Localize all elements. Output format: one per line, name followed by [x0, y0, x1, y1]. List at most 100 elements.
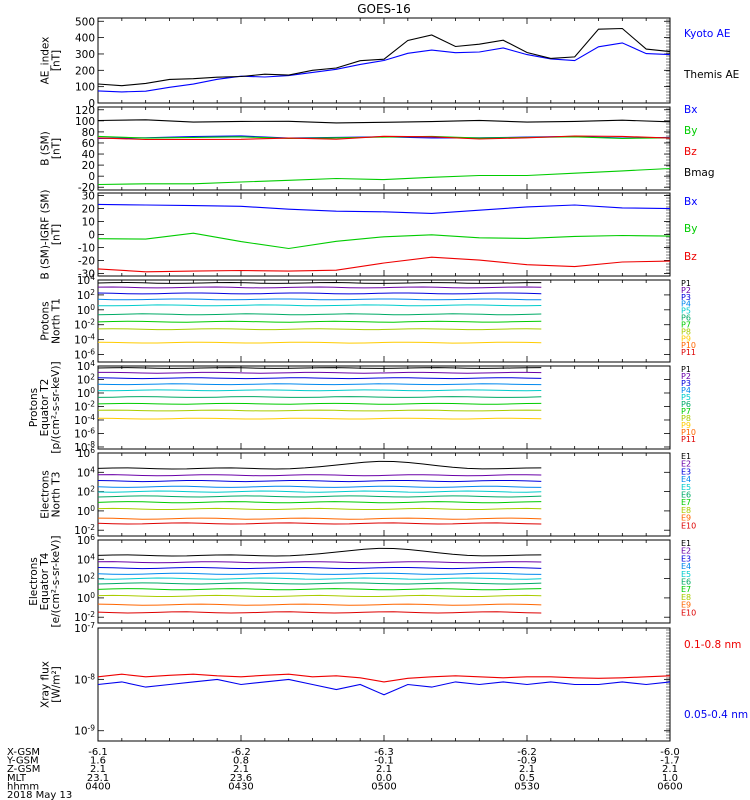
series-line-by: [97, 232, 671, 250]
panel-frame: [97, 279, 671, 363]
legend-entry: E2: [681, 460, 691, 469]
legend-entry: E1: [681, 539, 691, 548]
y-tick-label: 104: [77, 273, 95, 287]
series-line-themis-ae: [97, 27, 671, 87]
legend-entry: Bz: [684, 251, 697, 263]
channel-line-e3: [97, 480, 542, 483]
channel-line-p3: [97, 292, 542, 295]
channel-line-e4: [97, 485, 542, 488]
channel-line-e4: [97, 572, 542, 575]
y-tick-label: 0: [88, 98, 95, 110]
y-tick-label: -20: [78, 182, 95, 194]
footer-value: 0530: [514, 781, 539, 792]
footer-value: 0600: [657, 781, 682, 792]
legend-entry: P10: [681, 341, 696, 350]
y-tick-label: 10-9: [74, 724, 95, 738]
legend-entry: Bx: [684, 104, 697, 116]
y-tick-label: 10: [82, 217, 95, 229]
series-line-0-1-0-8-nm: [97, 673, 671, 683]
y-tick-label: 100: [77, 386, 95, 400]
footer-value: -6.2: [517, 747, 537, 758]
y-axis-label: B (SM)-IGRF (SM): [40, 189, 52, 279]
footer-value: -0.1: [374, 756, 394, 767]
legend-entry: E8: [681, 593, 691, 602]
channel-line-e10: [97, 522, 542, 525]
footer-value: 23.6: [230, 773, 252, 784]
y-tick-label: 120: [75, 105, 95, 117]
legend-entry: P5: [681, 393, 691, 402]
footer-value: -6.1: [88, 747, 108, 758]
y-tick-label: 102: [77, 572, 95, 586]
legend-entry: 0.1-0.8 nm: [684, 639, 741, 651]
legend-entry: E9: [681, 514, 691, 523]
footer-value: 0500: [371, 781, 396, 792]
footer-value: -6.3: [374, 747, 394, 758]
legend-entry: E7: [681, 498, 691, 507]
y-tick-label: 10-2: [74, 318, 95, 332]
legend-entry: E5: [681, 570, 691, 579]
series-line-kyoto-ae: [97, 42, 671, 93]
series-line-bz: [97, 256, 671, 273]
footer-value: 1.0: [662, 773, 678, 784]
footer-value: 23.1: [87, 773, 109, 784]
footer-date: 2018 May 13: [7, 790, 72, 800]
y-tick-label: 0: [88, 230, 95, 242]
footer-value: 2.1: [376, 764, 392, 775]
legend-entry: P11: [681, 348, 696, 357]
panel-frame: [97, 365, 671, 450]
y-tick-label: 100: [77, 591, 95, 605]
legend-entry: E2: [681, 547, 691, 556]
channel-line-p2: [97, 286, 542, 289]
channel-line-e9: [97, 517, 542, 520]
y-tick-label: 10-6: [74, 426, 95, 440]
channel-line-e8: [97, 594, 542, 597]
legend-entry: P9: [681, 334, 691, 343]
y-tick-label: 500: [75, 16, 95, 28]
y-axis-label: Electrons: [28, 557, 40, 606]
channel-line-p5: [97, 389, 542, 392]
y-tick-label: 104: [77, 552, 95, 566]
legend-entry: P6: [681, 314, 691, 323]
legend-entry: P11: [681, 435, 696, 444]
channel-line-e2: [97, 561, 542, 564]
legend-entry: P3: [681, 293, 691, 302]
y-tick-label: -30: [78, 268, 95, 280]
y-axis-label: [W/m²]: [51, 666, 63, 703]
legend-entry: P4: [681, 300, 691, 309]
y-axis-label: North T3: [51, 472, 63, 518]
channel-line-p9: [97, 417, 542, 420]
y-tick-label: 10-2: [74, 399, 95, 413]
legend-entry: E4: [681, 562, 691, 571]
legend-entry: E3: [681, 554, 691, 563]
footer-row-label: X-GSM: [7, 747, 40, 758]
legend-entry: E10: [681, 521, 696, 530]
footer-value: 1.6: [90, 756, 106, 767]
legend-entry: Themis AE: [683, 69, 739, 81]
y-axis-label: Electrons: [40, 470, 52, 519]
y-tick-label: 20: [82, 160, 95, 172]
channel-line-e7: [97, 588, 542, 591]
series-line-0-05-0-4-nm: [97, 678, 671, 696]
y-tick-label: 100: [75, 82, 95, 94]
footer-value: 0.5: [519, 773, 535, 784]
footer-value: -6.2: [231, 747, 251, 758]
channel-line-p7: [97, 402, 542, 405]
y-axis-label: North T1: [51, 298, 63, 344]
y-axis-label: [nT]: [51, 224, 63, 245]
channel-line-p5: [97, 304, 542, 307]
footer-value: -6.0: [660, 747, 680, 758]
y-tick-label: 102: [77, 372, 95, 386]
panel-frame: [97, 452, 671, 537]
legend-entry: P9: [681, 421, 691, 430]
y-tick-label: 104: [77, 359, 95, 373]
legend-entry: Bz: [684, 146, 697, 158]
channel-line-e5: [97, 577, 542, 580]
footer-value: 0.0: [376, 773, 392, 784]
legend-entry: P4: [681, 386, 691, 395]
legend-entry: P1: [681, 279, 691, 288]
y-tick-label: 106: [77, 446, 95, 460]
series-line-bx: [97, 203, 671, 214]
